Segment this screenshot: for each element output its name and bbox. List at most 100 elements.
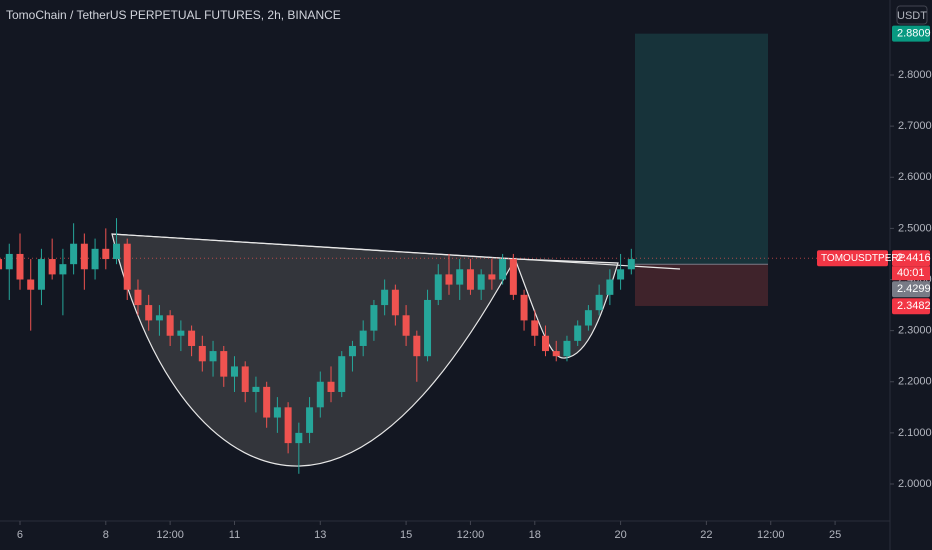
candle-body bbox=[37, 259, 45, 290]
cup-and-handle-shape bbox=[111, 233, 619, 467]
x-tick-label: 11 bbox=[229, 529, 240, 541]
candle-body bbox=[48, 259, 56, 275]
candle-body bbox=[177, 330, 185, 336]
candle-body bbox=[445, 274, 453, 285]
candle-body bbox=[456, 269, 464, 285]
candle-body bbox=[370, 305, 378, 331]
candle-body bbox=[391, 289, 399, 316]
candle-body bbox=[402, 315, 410, 336]
y-tick-label: 2.7000 bbox=[898, 120, 932, 132]
candle-body bbox=[424, 299, 432, 357]
y-tick-label: 2.3000 bbox=[898, 325, 932, 337]
candle-body bbox=[542, 335, 550, 352]
candle-body bbox=[595, 294, 603, 311]
candle-body bbox=[113, 243, 121, 260]
candle-body bbox=[338, 356, 346, 392]
candle-body bbox=[563, 340, 571, 357]
candle-body bbox=[306, 407, 314, 433]
candle-body bbox=[584, 310, 592, 326]
target-price-tag-bg bbox=[892, 25, 930, 42]
neckline bbox=[111, 233, 681, 270]
countdown: 40:01 bbox=[897, 267, 925, 279]
x-tick-label: 12:00 bbox=[457, 529, 485, 541]
candle-body bbox=[284, 407, 292, 444]
candle-body bbox=[627, 259, 635, 270]
x-tick-label: 6 bbox=[17, 529, 23, 541]
y-tick-label: 2.2000 bbox=[898, 376, 932, 388]
y-tick-label: 2.0000 bbox=[898, 478, 932, 490]
plot-area bbox=[0, 33, 890, 474]
candle-body bbox=[220, 351, 228, 377]
candle-body bbox=[413, 335, 421, 357]
candle-body bbox=[509, 259, 517, 295]
candle-body bbox=[348, 345, 356, 357]
candle-body bbox=[198, 345, 206, 362]
x-tick-label: 25 bbox=[829, 529, 841, 541]
candle-body bbox=[520, 294, 528, 321]
stop-price-tag-bg bbox=[892, 298, 930, 315]
candle-body bbox=[230, 366, 238, 377]
x-tick-label: 12:00 bbox=[156, 529, 184, 541]
candle-body bbox=[488, 274, 496, 280]
candle-body bbox=[359, 330, 367, 346]
candle-body bbox=[16, 253, 24, 280]
candle-body bbox=[327, 381, 335, 392]
y-tick-label: 2.5000 bbox=[898, 222, 932, 234]
profit-zone bbox=[635, 33, 768, 265]
y-tick-label: 2.6000 bbox=[898, 171, 932, 183]
candle-body bbox=[188, 330, 196, 346]
symbol-label-bg bbox=[817, 250, 888, 267]
candle-body bbox=[0, 259, 3, 270]
chart-title: TomoChain / TetherUS PERPETUAL FUTURES, … bbox=[6, 8, 341, 22]
candle-body bbox=[5, 253, 13, 270]
candle-body bbox=[434, 274, 442, 300]
candle-body bbox=[499, 259, 507, 280]
candle-body bbox=[531, 320, 539, 336]
candle-body bbox=[466, 269, 474, 290]
countdown-bg bbox=[892, 266, 930, 281]
candle-body bbox=[574, 325, 582, 341]
candle-body bbox=[316, 381, 324, 408]
x-tick-label: 13 bbox=[314, 529, 326, 541]
candle-body bbox=[59, 264, 67, 275]
candle-body bbox=[273, 407, 281, 418]
entry-price-tag: 2.4299 bbox=[897, 283, 931, 295]
candle-body bbox=[145, 305, 153, 321]
x-tick-label: 18 bbox=[529, 529, 541, 541]
x-tick-label: 8 bbox=[103, 529, 109, 541]
candle-body bbox=[295, 432, 303, 444]
stop-price-tag: 2.3482 bbox=[897, 300, 931, 312]
candle-body bbox=[606, 279, 614, 295]
candle-body bbox=[552, 351, 560, 357]
last-price-tag-bg bbox=[892, 250, 930, 267]
y-unit[interactable]: USDT bbox=[897, 10, 927, 22]
candle-body bbox=[134, 289, 142, 306]
y-tick-label: 2.1000 bbox=[898, 427, 932, 439]
candle-body bbox=[617, 269, 625, 280]
candle-body bbox=[80, 243, 88, 270]
unit-button[interactable] bbox=[896, 5, 928, 25]
candle-body bbox=[123, 243, 131, 290]
candle-body bbox=[252, 386, 260, 392]
candle-body bbox=[241, 366, 249, 392]
candle-body bbox=[477, 274, 485, 290]
last-price-tag: 2.4416 bbox=[897, 252, 931, 264]
stop-zone bbox=[635, 264, 768, 306]
x-tick-label: 22 bbox=[700, 529, 712, 541]
x-tick-label: 20 bbox=[614, 529, 626, 541]
candle-body bbox=[27, 279, 35, 290]
x-tick-label: 12:00 bbox=[757, 529, 785, 541]
symbol-label: TOMOUSDTPERP bbox=[821, 253, 906, 264]
candle-body bbox=[166, 315, 174, 336]
y-tick-label: 2.8000 bbox=[898, 69, 932, 81]
target-price-tag: 2.8809 bbox=[897, 28, 931, 40]
x-tick-label: 15 bbox=[400, 529, 412, 541]
candle-body bbox=[70, 243, 78, 265]
candle-body bbox=[209, 351, 217, 362]
entry-price-tag-bg bbox=[892, 281, 930, 298]
candle-body bbox=[102, 248, 110, 260]
candle-body bbox=[155, 315, 163, 321]
candle-body bbox=[91, 248, 99, 270]
candle-body bbox=[263, 386, 271, 418]
